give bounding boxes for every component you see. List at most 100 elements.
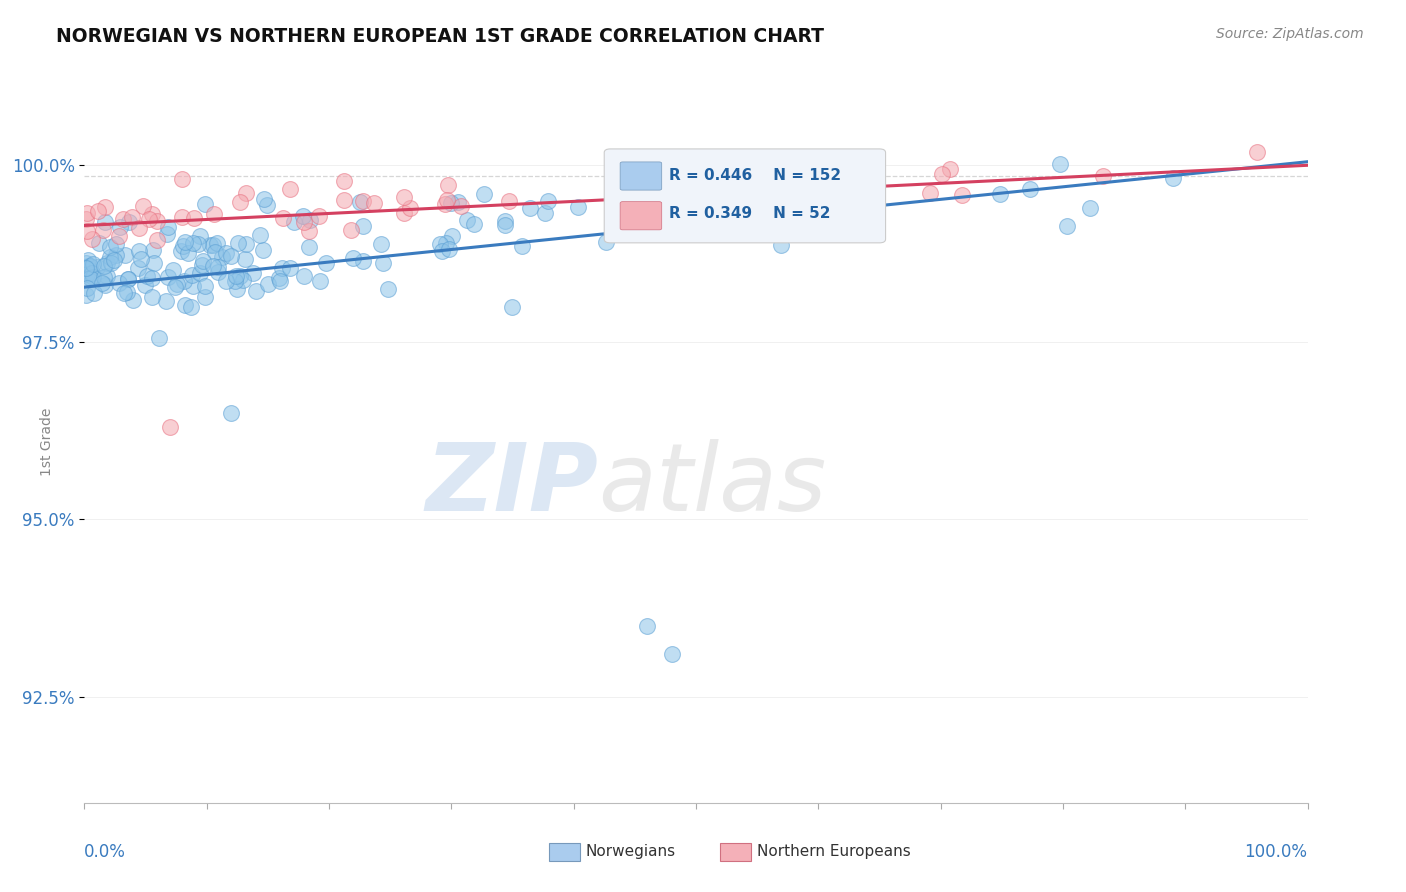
Point — [122, 293, 145, 308]
Point — [142, 243, 165, 257]
Point — [253, 192, 276, 206]
Point — [595, 235, 617, 250]
Point — [696, 176, 718, 190]
Point — [141, 290, 163, 304]
Point — [738, 186, 761, 201]
Point — [191, 258, 214, 272]
Point — [267, 271, 290, 285]
Point — [75, 255, 97, 269]
Point — [156, 269, 179, 284]
FancyBboxPatch shape — [620, 162, 662, 190]
Point — [249, 228, 271, 243]
FancyBboxPatch shape — [620, 202, 662, 230]
Text: R = 0.349    N = 52: R = 0.349 N = 52 — [669, 206, 831, 221]
Point — [96, 268, 118, 283]
Point — [211, 250, 233, 264]
Point — [108, 276, 131, 290]
Point — [377, 282, 399, 296]
Point — [134, 278, 156, 293]
Point — [269, 274, 291, 288]
Point — [228, 268, 250, 283]
Point — [174, 235, 197, 249]
Point — [661, 647, 683, 661]
Point — [117, 272, 139, 286]
Point — [429, 236, 451, 251]
Point — [437, 178, 460, 192]
Point — [205, 235, 228, 250]
Point — [834, 201, 856, 215]
Point — [82, 269, 104, 284]
Point — [1091, 169, 1114, 184]
Text: 1st Grade: 1st Grade — [39, 408, 53, 475]
Point — [537, 194, 560, 208]
Point — [76, 205, 98, 219]
Point — [86, 260, 108, 274]
Point — [77, 253, 100, 268]
Point — [394, 206, 416, 220]
Point — [271, 211, 294, 225]
Point — [363, 196, 385, 211]
Point — [494, 218, 516, 232]
Point — [103, 253, 125, 268]
Point — [170, 244, 193, 258]
Point — [79, 260, 101, 274]
Point — [640, 169, 662, 184]
Point — [76, 267, 98, 281]
Point — [202, 238, 225, 252]
Point — [87, 236, 110, 251]
Point — [309, 273, 332, 287]
Point — [127, 261, 149, 276]
Point — [204, 245, 226, 260]
Point — [371, 256, 394, 270]
Point — [353, 253, 375, 268]
Point — [96, 256, 118, 270]
Point — [183, 211, 205, 225]
Point — [108, 228, 131, 243]
Point — [177, 245, 200, 260]
Point — [714, 177, 737, 191]
Point — [352, 194, 374, 209]
Text: atlas: atlas — [598, 440, 827, 531]
Point — [83, 286, 105, 301]
Point — [340, 223, 363, 237]
Point — [437, 242, 460, 256]
Point — [136, 268, 159, 283]
Point — [114, 248, 136, 262]
Point — [434, 235, 457, 250]
Point — [181, 279, 204, 293]
Point — [76, 281, 98, 295]
Point — [80, 266, 103, 280]
Point — [308, 209, 330, 223]
Point — [181, 236, 204, 251]
Point — [194, 197, 217, 211]
Point — [77, 259, 100, 273]
Point — [474, 187, 496, 202]
Point — [228, 236, 250, 251]
Point — [91, 223, 114, 237]
Point — [256, 197, 278, 211]
Point — [104, 237, 127, 252]
Point — [202, 206, 225, 220]
Point — [1246, 145, 1268, 160]
Point — [93, 278, 115, 293]
Point — [283, 215, 305, 229]
Point — [207, 265, 229, 279]
Point — [233, 252, 256, 266]
Point — [245, 284, 267, 298]
Bar — [720, 843, 751, 861]
Point — [621, 181, 644, 195]
Point — [207, 260, 229, 274]
Point — [128, 244, 150, 259]
Point — [121, 210, 143, 224]
Point — [370, 237, 392, 252]
Point — [128, 221, 150, 235]
Point — [75, 288, 97, 302]
Point — [298, 212, 321, 227]
Point — [188, 266, 211, 280]
Point — [1049, 156, 1071, 170]
Point — [94, 200, 117, 214]
Point — [834, 185, 856, 199]
Point — [94, 214, 117, 228]
Point — [146, 214, 169, 228]
Point — [235, 237, 257, 252]
